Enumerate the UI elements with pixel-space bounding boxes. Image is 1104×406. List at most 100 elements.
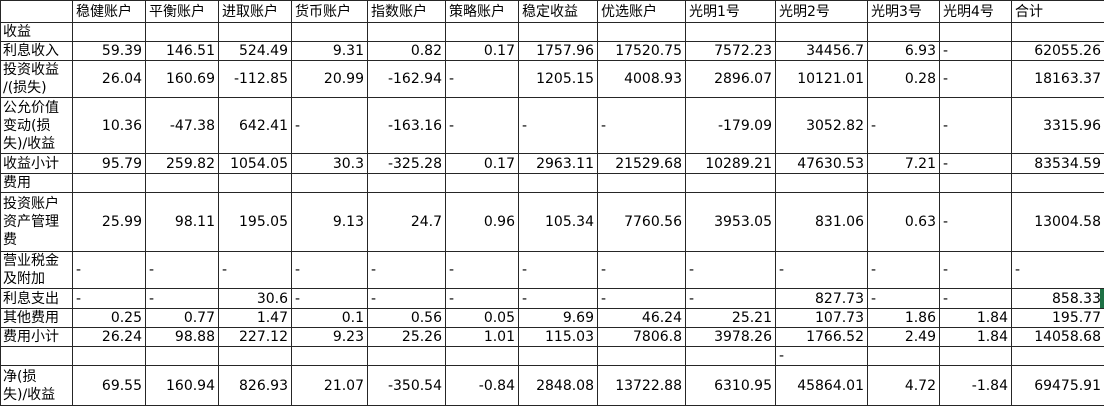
column-header[interactable]: 光明3号: [868, 1, 940, 23]
table-cell[interactable]: [73, 174, 146, 193]
table-cell[interactable]: 24.7: [368, 193, 446, 252]
table-cell[interactable]: -: [940, 98, 1012, 154]
table-cell[interactable]: -: [368, 289, 446, 309]
table-cell[interactable]: -: [146, 289, 219, 309]
table-cell[interactable]: 1054.05: [219, 154, 292, 174]
table-cell[interactable]: 858.33: [1012, 289, 1104, 309]
column-header[interactable]: 光明4号: [940, 1, 1012, 23]
table-cell[interactable]: 6.93: [868, 42, 940, 61]
table-cell[interactable]: 7572.23: [686, 42, 776, 61]
table-cell[interactable]: [219, 23, 292, 42]
table-cell[interactable]: [368, 347, 446, 366]
table-cell[interactable]: 0.05: [446, 309, 519, 328]
table-cell[interactable]: -: [292, 252, 368, 289]
table-cell[interactable]: 3978.26: [686, 328, 776, 347]
table-cell[interactable]: 0.17: [446, 42, 519, 61]
table-cell[interactable]: [868, 23, 940, 42]
table-cell[interactable]: 47630.53: [776, 154, 868, 174]
table-cell[interactable]: -: [868, 289, 940, 309]
table-cell[interactable]: 34456.7: [776, 42, 868, 61]
table-cell[interactable]: 3953.05: [686, 193, 776, 252]
table-cell[interactable]: -: [940, 42, 1012, 61]
table-cell[interactable]: -: [73, 252, 146, 289]
table-cell[interactable]: 14058.68: [1012, 328, 1104, 347]
row-label[interactable]: 费用: [1, 174, 73, 193]
table-cell[interactable]: -: [446, 61, 519, 98]
table-cell[interactable]: -: [1012, 252, 1104, 289]
table-cell[interactable]: 25.26: [368, 328, 446, 347]
column-header[interactable]: 稳健账户: [73, 1, 146, 23]
table-cell[interactable]: 827.73: [776, 289, 868, 309]
table-cell[interactable]: 4008.93: [598, 61, 686, 98]
row-label[interactable]: [1, 347, 73, 366]
row-label[interactable]: 费用小计: [1, 328, 73, 347]
table-cell[interactable]: 1766.52: [776, 328, 868, 347]
table-cell[interactable]: -: [446, 289, 519, 309]
row-label[interactable]: 营业税金 及附加: [1, 252, 73, 289]
table-cell[interactable]: 1.86: [868, 309, 940, 328]
table-cell[interactable]: 524.49: [219, 42, 292, 61]
table-cell[interactable]: 227.12: [219, 328, 292, 347]
table-cell[interactable]: 62055.26: [1012, 42, 1104, 61]
table-cell[interactable]: -: [940, 193, 1012, 252]
table-cell[interactable]: [940, 174, 1012, 193]
column-header[interactable]: 光明1号: [686, 1, 776, 23]
table-cell[interactable]: 1757.96: [519, 42, 598, 61]
table-cell[interactable]: -: [146, 252, 219, 289]
table-cell[interactable]: 98.88: [146, 328, 219, 347]
table-cell[interactable]: [598, 347, 686, 366]
table-cell[interactable]: 107.73: [776, 309, 868, 328]
table-cell[interactable]: 25.99: [73, 193, 146, 252]
table-cell[interactable]: -: [368, 252, 446, 289]
table-cell[interactable]: 0.82: [368, 42, 446, 61]
table-cell[interactable]: [146, 23, 219, 42]
table-cell[interactable]: 17520.75: [598, 42, 686, 61]
row-label[interactable]: 公允价值 变动(损 失)/收益: [1, 98, 73, 154]
table-cell[interactable]: [686, 23, 776, 42]
table-cell[interactable]: 0.56: [368, 309, 446, 328]
row-label[interactable]: 收益: [1, 23, 73, 42]
table-cell[interactable]: -: [940, 252, 1012, 289]
column-header[interactable]: 合计: [1012, 1, 1104, 23]
table-cell[interactable]: 10.36: [73, 98, 146, 154]
table-cell[interactable]: [686, 347, 776, 366]
table-cell[interactable]: 0.77: [146, 309, 219, 328]
table-cell[interactable]: [519, 23, 598, 42]
column-header[interactable]: 策略账户: [446, 1, 519, 23]
table-cell[interactable]: [598, 174, 686, 193]
table-cell[interactable]: -: [598, 98, 686, 154]
table-cell[interactable]: [598, 23, 686, 42]
table-cell[interactable]: 105.34: [519, 193, 598, 252]
table-cell[interactable]: -162.94: [368, 61, 446, 98]
table-cell[interactable]: -: [868, 252, 940, 289]
table-cell[interactable]: [146, 347, 219, 366]
table-cell[interactable]: 2896.07: [686, 61, 776, 98]
table-cell[interactable]: 98.11: [146, 193, 219, 252]
table-cell[interactable]: 0.17: [446, 154, 519, 174]
column-header[interactable]: 货币账户: [292, 1, 368, 23]
column-header[interactable]: 稳定收益: [519, 1, 598, 23]
column-header[interactable]: 平衡账户: [146, 1, 219, 23]
table-cell[interactable]: 9.69: [519, 309, 598, 328]
table-cell[interactable]: 0.25: [73, 309, 146, 328]
table-cell[interactable]: [446, 174, 519, 193]
table-cell[interactable]: -: [776, 252, 868, 289]
table-cell[interactable]: -: [598, 252, 686, 289]
table-cell[interactable]: 30.3: [292, 154, 368, 174]
column-header[interactable]: 指数账户: [368, 1, 446, 23]
table-cell[interactable]: [368, 174, 446, 193]
table-cell[interactable]: [292, 174, 368, 193]
table-cell[interactable]: -: [292, 98, 368, 154]
table-cell[interactable]: 0.96: [446, 193, 519, 252]
table-cell[interactable]: 115.03: [519, 328, 598, 347]
table-cell[interactable]: 9.31: [292, 42, 368, 61]
table-cell[interactable]: [219, 347, 292, 366]
table-cell[interactable]: -: [940, 61, 1012, 98]
table-cell[interactable]: 195.77: [1012, 309, 1104, 328]
table-cell[interactable]: 30.6: [219, 289, 292, 309]
table-cell[interactable]: -: [446, 252, 519, 289]
table-cell[interactable]: 259.82: [146, 154, 219, 174]
table-cell[interactable]: 1.47: [219, 309, 292, 328]
table-cell[interactable]: -: [686, 289, 776, 309]
table-cell[interactable]: [868, 174, 940, 193]
